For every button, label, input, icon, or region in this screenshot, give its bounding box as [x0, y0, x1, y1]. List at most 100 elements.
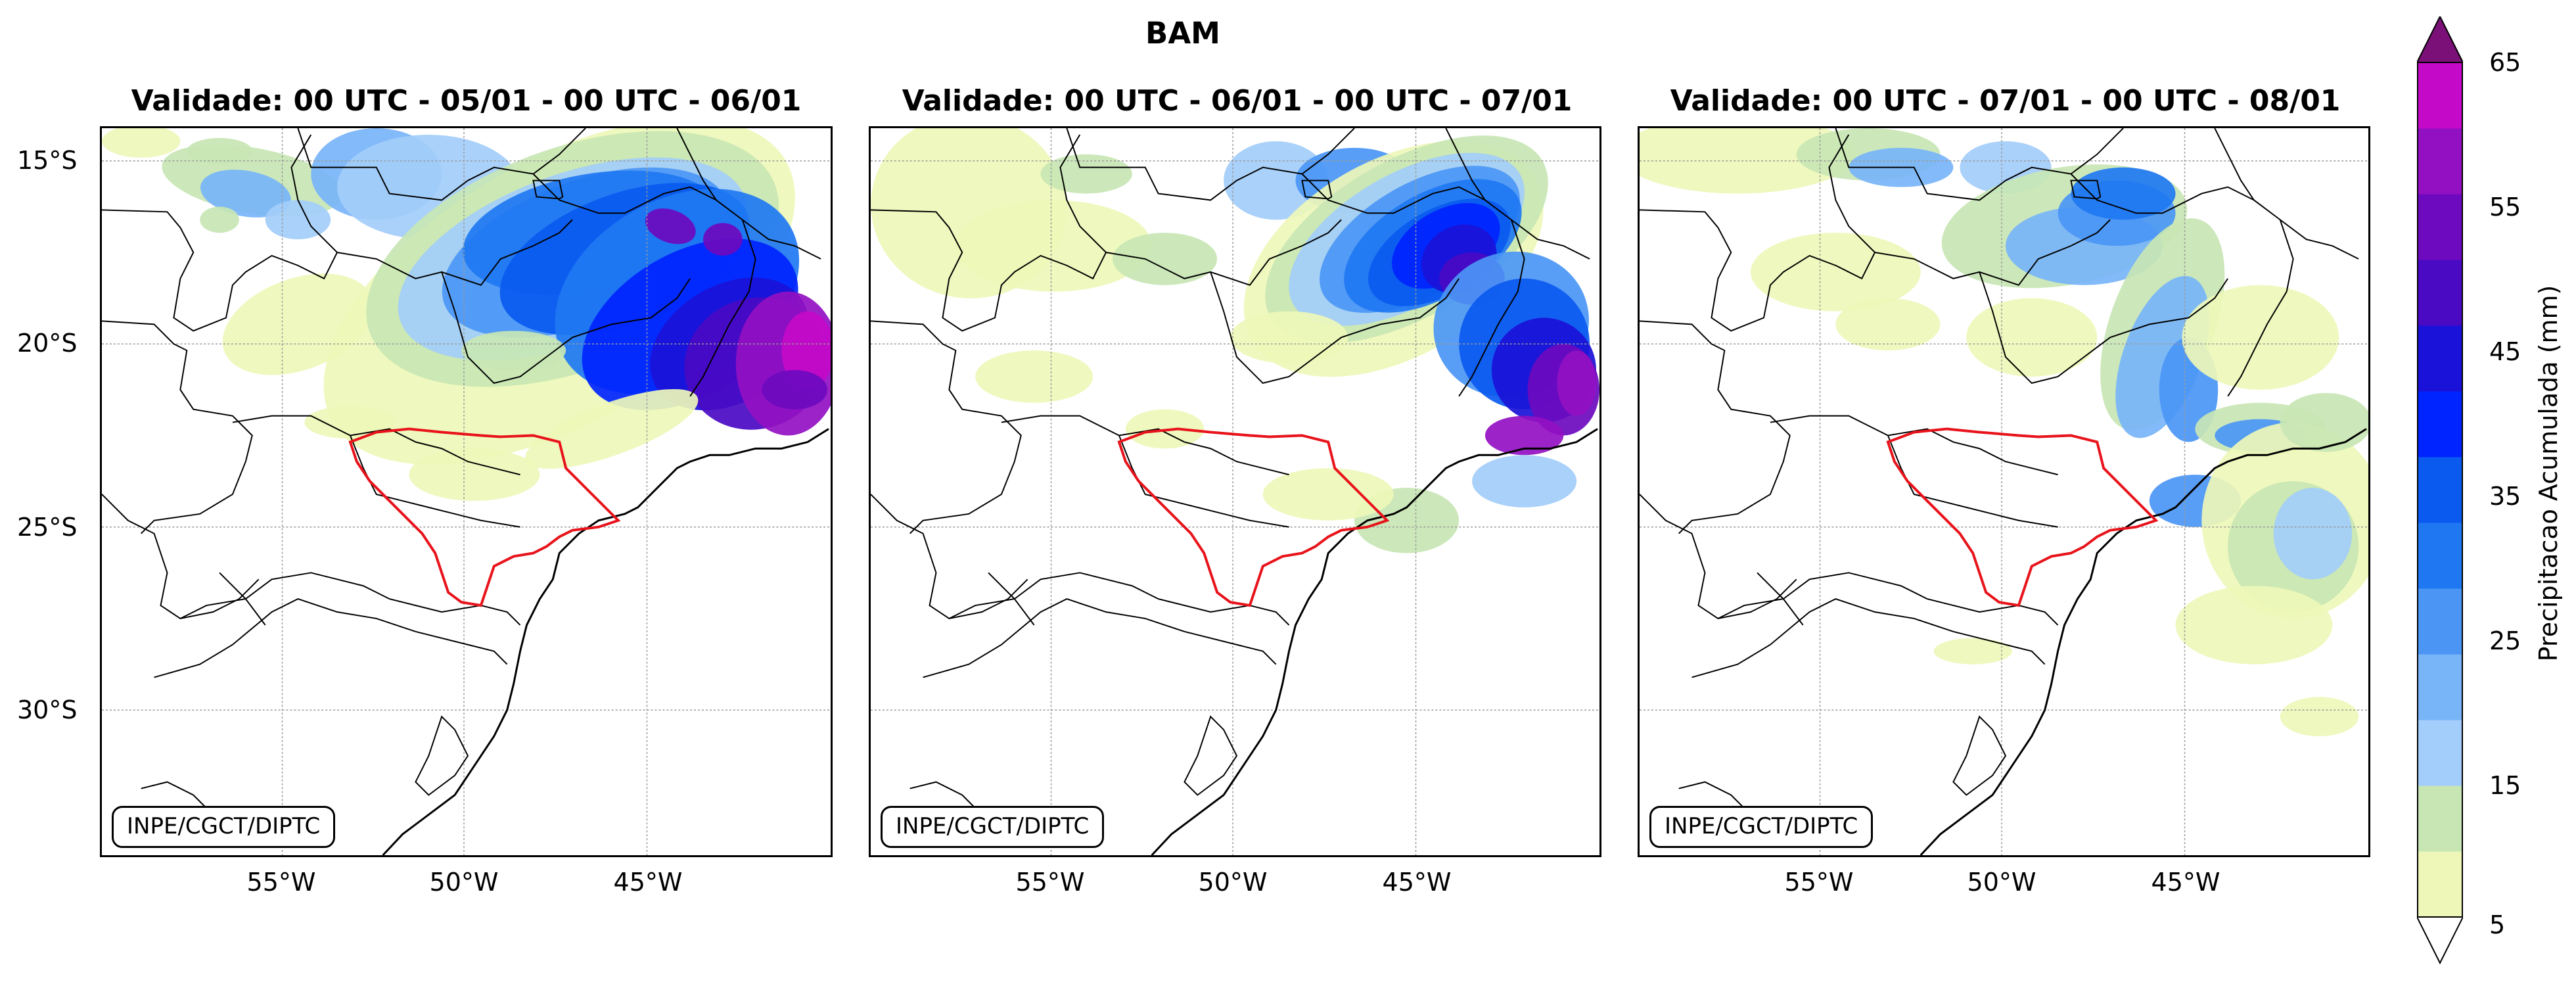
state-border-2-3 [1066, 128, 1355, 201]
precip-contour-2-1 [1040, 154, 1132, 194]
state-border-3-13 [2214, 128, 2255, 200]
precip-contour-2-21 [1472, 455, 1577, 507]
precip-contour-1-23 [703, 223, 743, 256]
precip-contour-1-24 [461, 331, 566, 371]
basin-outline-2 [1117, 427, 1390, 607]
state-border-3-4 [1874, 219, 2111, 286]
state-border-2-4 [1105, 219, 1342, 286]
state-border-1-9 [154, 598, 508, 678]
credit-box-panel-3: INPE/CGCT/DIPTC [1649, 806, 1874, 848]
state-border-1-12 [532, 173, 821, 260]
precip-contour-1-26 [409, 448, 540, 501]
state-border-3-12 [2070, 173, 2359, 260]
state-border-1-8 [219, 572, 266, 626]
colorbar-tick-65: 65 [2489, 48, 2521, 77]
precip-contour-2-2 [955, 200, 1152, 292]
lat-label-30s: 30°S [17, 695, 78, 724]
basin-outline-1 [348, 427, 621, 607]
colorbar-tick-5: 5 [2489, 910, 2506, 939]
colorbar-swatch-2 [2417, 720, 2463, 786]
colorbar-swatch-8 [2417, 325, 2463, 392]
colorbar-tick-35: 35 [2489, 482, 2521, 511]
precip-contour-1-25 [525, 388, 699, 469]
state-border-2-13 [1445, 128, 1486, 200]
colorbar-over-arrow [2417, 16, 2463, 63]
colorbar-swatch-3 [2417, 654, 2463, 720]
colorbar-tick-25: 25 [2489, 626, 2521, 655]
state-border-3-11 [1887, 435, 2058, 528]
state-border-2-7 [948, 572, 1290, 626]
precip-contour-2-23 [1262, 468, 1394, 521]
lon-label-50w-p3: 50°W [1967, 868, 2036, 897]
colorbar-tick-45: 45 [2489, 337, 2521, 366]
precip-contour-2-25 [975, 350, 1093, 403]
coastline-1 [382, 428, 829, 855]
figure-title: BAM [1145, 16, 1220, 51]
state-border-2-0 [871, 134, 1107, 332]
state-border-1-1 [102, 320, 253, 534]
colorbar-swatch-0 [2417, 851, 2463, 918]
credit-box-panel-1: INPE/CGCT/DIPTC [112, 806, 336, 848]
state-border-1-6 [232, 415, 520, 476]
lon-label-50w-p2: 50°W [1198, 868, 1268, 897]
state-border-2-1 [871, 320, 1022, 534]
state-border-2-11 [1118, 435, 1289, 528]
state-border-2-8 [988, 572, 1035, 626]
state-border-3-8 [1757, 572, 1804, 626]
colorbar-tick-55: 55 [2489, 193, 2521, 222]
colorbar-swatch-1 [2417, 786, 2463, 852]
state-border-3-3 [1835, 128, 2124, 201]
panel-3-title: Validade: 00 UTC - 07/01 - 00 UTC - 08/0… [1670, 84, 2341, 118]
state-border-2-12 [1301, 173, 1590, 260]
lon-label-45w-p2: 45°W [1382, 868, 1452, 897]
lon-label-55w-p1: 55°W [246, 868, 316, 897]
state-border-2-9 [923, 598, 1277, 678]
colorbar-swatch-4 [2417, 588, 2463, 655]
colorbar-swatch-12 [2417, 62, 2463, 129]
basin-outline-3 [1886, 427, 2159, 607]
precip-contour-1-5 [200, 206, 239, 233]
state-border-2-2 [871, 494, 1028, 620]
precip-shading-panel-3 [1640, 128, 2368, 736]
panel-2-title: Validade: 00 UTC - 06/01 - 00 UTC - 07/0… [902, 84, 1573, 118]
state-border-1-3 [297, 128, 586, 201]
colorbar-swatch-7 [2417, 391, 2463, 458]
precip-contour-2-3 [1113, 233, 1218, 285]
precip-contour-3-23 [1835, 298, 1941, 351]
lon-label-45w-p3: 45°W [2151, 868, 2220, 897]
precip-shading-panel-1 [102, 128, 831, 501]
precip-map-panel-1 [100, 126, 833, 857]
precip-map-panel-2 [869, 126, 1601, 857]
precip-contour-1-27 [304, 406, 396, 439]
precip-contour-2-20 [1484, 415, 1564, 456]
state-border-1-2 [102, 494, 260, 620]
colorbar-tick-15: 15 [2489, 771, 2521, 800]
precip-contour-3-19 [2273, 488, 2353, 580]
precip-contour-1-4 [265, 200, 331, 240]
state-border-1-4 [336, 219, 573, 286]
coastline-2 [1151, 428, 1598, 855]
state-border-3-2 [1640, 494, 1797, 620]
precip-contour-3-9 [1966, 298, 2098, 377]
state-border-2-14 [1458, 219, 1525, 397]
precip-contour-1-20 [781, 311, 831, 390]
state-border-3-5 [1979, 271, 2228, 384]
precip-contour-3-20 [2280, 392, 2368, 452]
colorbar-frame [2417, 62, 2463, 918]
lagoon-outline-2 [1184, 715, 1238, 796]
precip-contour-3-24 [2280, 697, 2359, 736]
lat-label-20s: 20°S [17, 329, 78, 358]
precip-colorbar [2417, 16, 2463, 965]
state-border-1-0 [102, 134, 338, 332]
feature-box-1 [532, 179, 564, 200]
colorbar-label: Precipitacao Acumulada (mm) [2534, 285, 2563, 662]
colorbar-swatch-9 [2417, 260, 2463, 326]
credit-box-panel-2: INPE/CGCT/DIPTC [881, 806, 1105, 848]
precip-contour-1-0 [102, 128, 181, 158]
lon-label-55w-p3: 55°W [1784, 868, 1854, 897]
lon-label-50w-p1: 50°W [429, 868, 499, 897]
colorbar-under-arrow [2417, 916, 2463, 965]
coastline-3 [1920, 428, 2367, 855]
state-border-3-1 [1640, 320, 1791, 534]
lon-label-55w-p2: 55°W [1015, 868, 1085, 897]
